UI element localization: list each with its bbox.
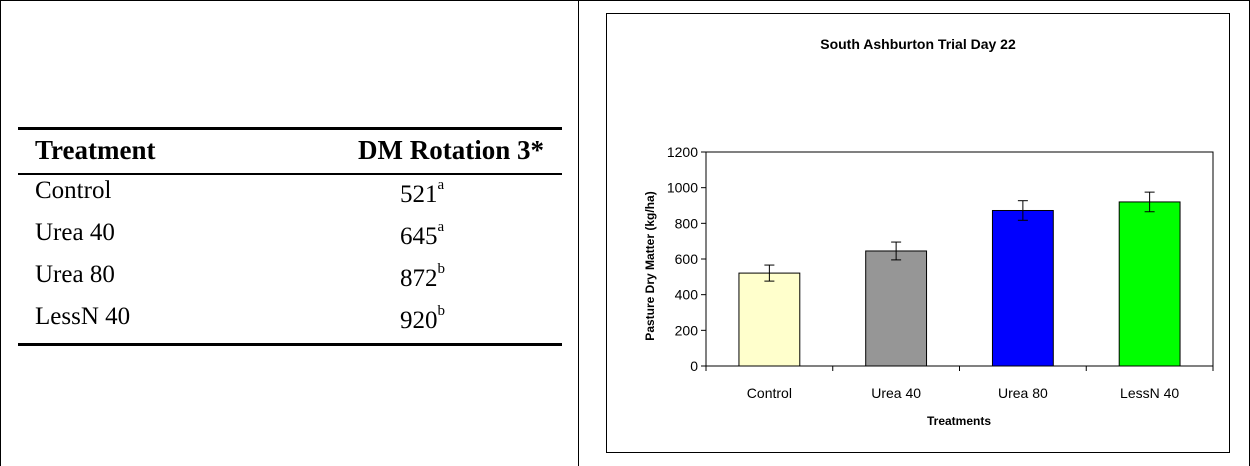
x-tick-label: Urea 40: [871, 385, 921, 401]
treatment-cell: Urea 40: [35, 219, 115, 246]
value-cell: 521a: [400, 177, 445, 208]
x-tick-label: Urea 80: [998, 385, 1048, 401]
bar-lessn-40: [1118, 201, 1181, 367]
x-tick-label: Control: [747, 385, 792, 401]
table-top-rule: [18, 127, 562, 130]
x-tick-label: LessN 40: [1120, 385, 1179, 401]
x-axis-label: Treatments: [927, 414, 991, 428]
y-axis-label: Pasture Dry Matter (kg/ha): [643, 191, 657, 340]
chart-panel: South Ashburton Trial Day 22 Pasture Dry…: [606, 13, 1230, 453]
y-tick-label: 200: [675, 322, 699, 338]
value-cell: 920b: [400, 303, 445, 334]
table-header-rule: [18, 173, 562, 175]
treatment-cell: Urea 80: [35, 261, 115, 288]
significance-letter: b: [437, 261, 446, 277]
treatment-cell: Control: [35, 177, 112, 204]
y-tick-label: 400: [675, 287, 699, 303]
value-cell: 872b: [400, 261, 445, 292]
table-row: LessN 40 920b: [18, 303, 562, 343]
bar-control: [738, 272, 801, 367]
significance-letter: b: [437, 303, 446, 319]
table-row: Control 521a: [18, 177, 562, 217]
column-divider: [578, 0, 579, 466]
treatment-cell: LessN 40: [35, 303, 131, 330]
bar-urea-80: [991, 209, 1054, 367]
y-tick-label: 600: [675, 251, 699, 267]
chart-title: South Ashburton Trial Day 22: [820, 36, 1016, 52]
value-cell: 645a: [400, 219, 445, 250]
y-tick-label: 0: [690, 358, 698, 374]
y-tick-label: 800: [675, 215, 699, 231]
y-tick-label: 1200: [667, 144, 698, 160]
table-row: Urea 80 872b: [18, 261, 562, 301]
header-treatment: Treatment: [35, 135, 156, 165]
significance-letter: a: [437, 219, 445, 235]
bar-urea-40: [865, 250, 928, 367]
table-row: Urea 40 645a: [18, 219, 562, 259]
y-tick-label: 1000: [667, 180, 698, 196]
header-dm-rotation: DM Rotation 3*: [358, 135, 544, 165]
significance-letter: a: [437, 177, 445, 193]
table-bottom-rule: [18, 343, 562, 346]
bar-chart: South Ashburton Trial Day 22 Pasture Dry…: [643, 36, 1214, 428]
